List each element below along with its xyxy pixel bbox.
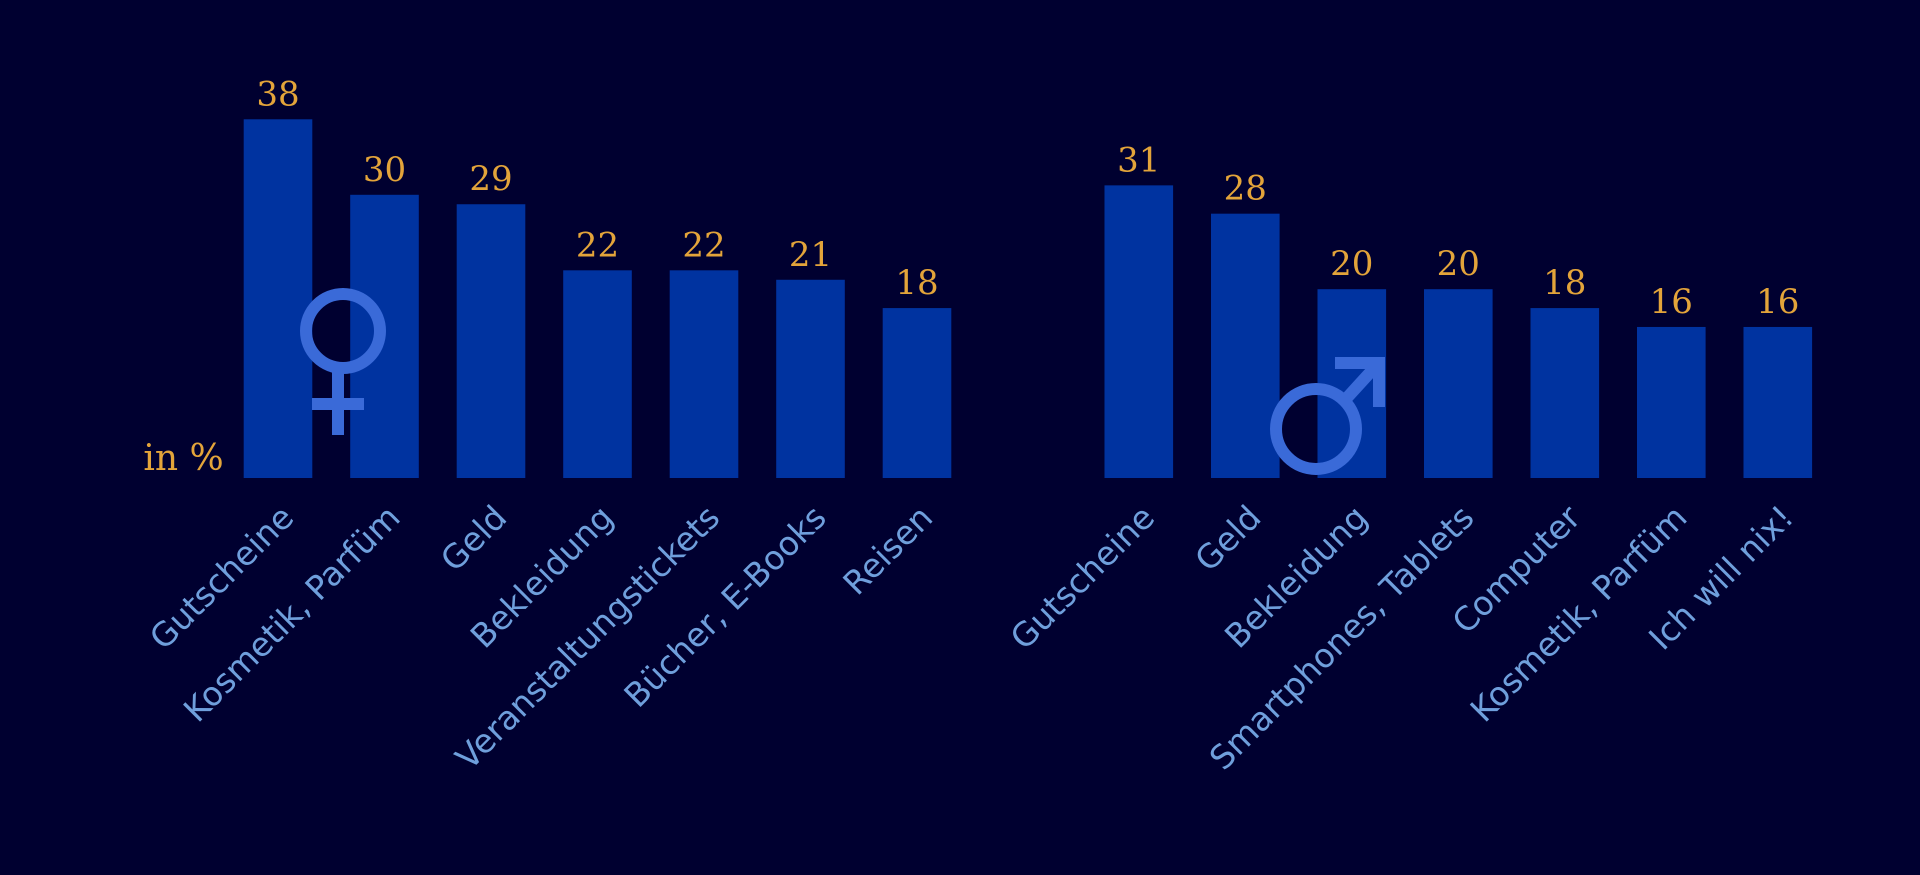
bar [1743, 326, 1813, 478]
value-label: 16 [1756, 282, 1799, 322]
bar [1211, 213, 1280, 478]
bar [1424, 289, 1493, 478]
bar [563, 270, 632, 478]
bar [1530, 308, 1600, 478]
y-axis-label: in % [143, 438, 223, 479]
value-label: 21 [789, 235, 832, 275]
bars [243, 119, 1813, 479]
value-label: 22 [682, 225, 725, 265]
bar [456, 204, 526, 479]
value-label: 18 [895, 263, 938, 303]
value-label: 20 [1330, 244, 1373, 284]
value-label: 30 [363, 150, 406, 190]
female-symbol [300, 288, 386, 435]
value-label: 28 [1224, 169, 1267, 209]
value-label: 38 [256, 74, 299, 114]
value-label: 22 [576, 225, 619, 265]
bar [243, 119, 313, 478]
bar [1104, 185, 1174, 479]
bar [776, 279, 845, 478]
value-label: 18 [1543, 263, 1586, 303]
value-label: 29 [469, 159, 512, 199]
bar [669, 270, 739, 478]
value-label: 16 [1650, 282, 1693, 322]
value-label: 31 [1117, 140, 1160, 180]
male-symbol [1270, 357, 1385, 475]
value-label: 20 [1437, 244, 1480, 284]
bar [882, 308, 952, 478]
bar [1637, 326, 1706, 478]
